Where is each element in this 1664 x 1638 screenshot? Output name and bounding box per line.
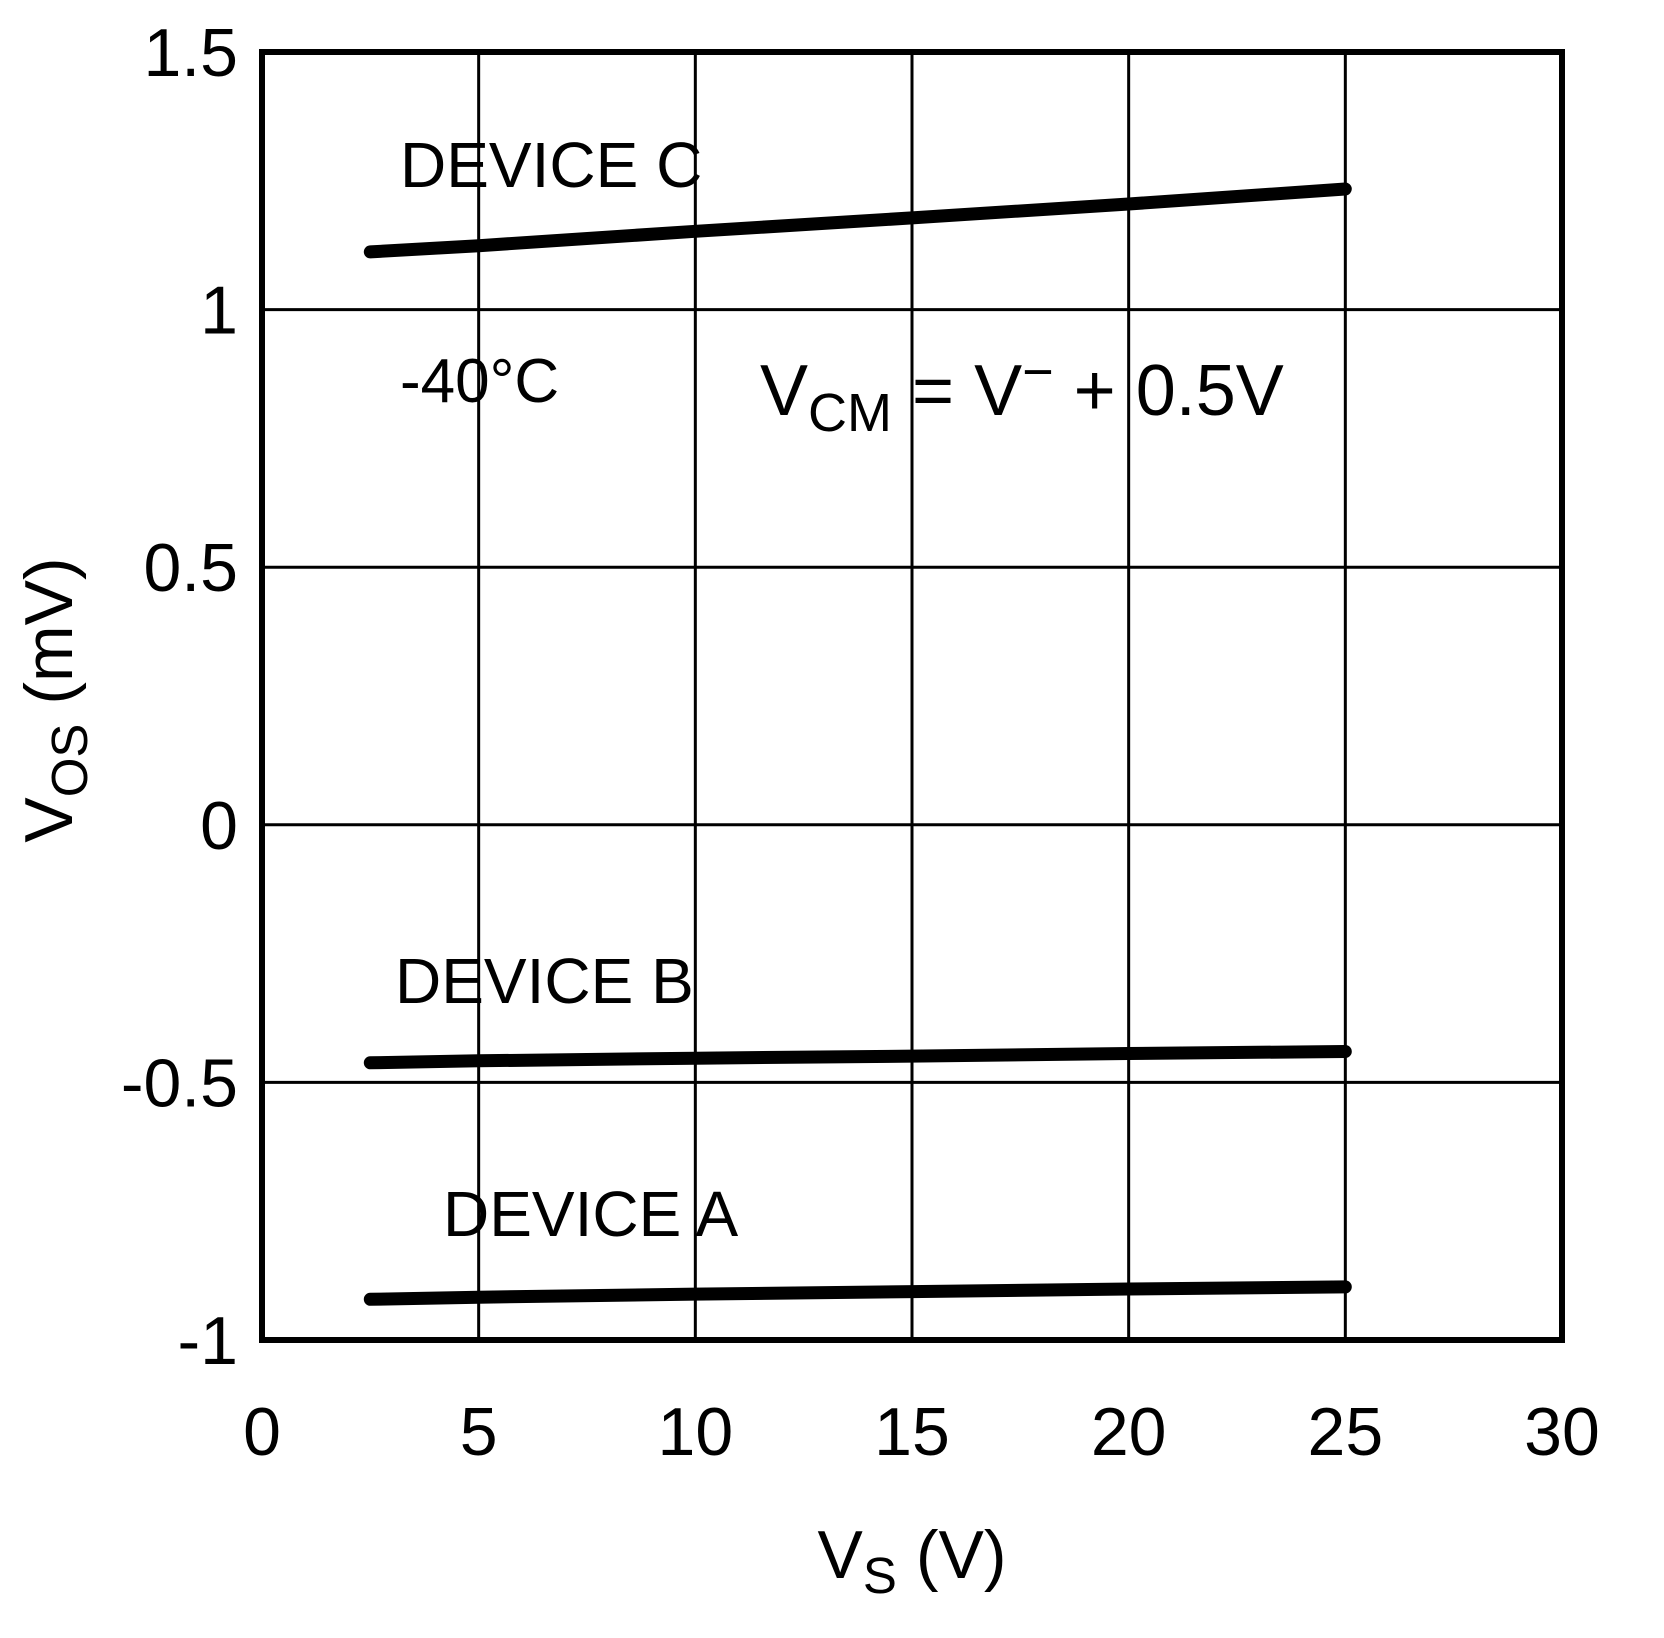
series-label-device-a: DEVICE A xyxy=(443,1178,739,1250)
series-line-device-b xyxy=(363,1045,1352,1070)
x-tick-label-10: 10 xyxy=(658,1394,734,1470)
x-axis-title: VS (V) xyxy=(818,1517,1007,1604)
y-tick-label-0.5: 0.5 xyxy=(143,530,238,606)
x-tick-label-30: 30 xyxy=(1524,1394,1600,1470)
text-part: + 0.5V xyxy=(1054,351,1284,431)
text-part: V xyxy=(818,1517,864,1593)
y-tick-label--0.5: -0.5 xyxy=(121,1045,238,1121)
gridlines xyxy=(262,52,1562,1340)
y-axis-title: VOS (mV) xyxy=(11,557,98,842)
text-part: = V xyxy=(892,351,1022,431)
series-label-device-c: DEVICE C xyxy=(400,129,702,201)
text-part: CM xyxy=(808,383,892,443)
x-tick-label-20: 20 xyxy=(1091,1394,1167,1470)
x-tick-label-25: 25 xyxy=(1308,1394,1384,1470)
plot-frame xyxy=(259,49,1565,1343)
text-part: (mV) xyxy=(11,557,87,723)
y-tick-label-1.5: 1.5 xyxy=(143,15,238,91)
text-part: OS xyxy=(41,724,98,798)
x-tick-label-0: 0 xyxy=(243,1394,281,1470)
series-line-device-c xyxy=(363,182,1352,259)
text-part: V xyxy=(760,351,808,431)
series-label-device-b: DEVICE B xyxy=(395,945,694,1017)
x-tick-label-15: 15 xyxy=(874,1394,950,1470)
text-part: (V) xyxy=(897,1517,1007,1593)
text-part: V xyxy=(11,797,87,843)
series-line-device-a xyxy=(363,1280,1352,1306)
y-tick-label-1: 1 xyxy=(200,273,238,349)
text-part: -40°C xyxy=(400,347,559,416)
annotation-temperature: -40°C xyxy=(400,347,559,416)
y-tick-label-0: 0 xyxy=(200,788,238,864)
y-tick-label--1: -1 xyxy=(178,1303,238,1379)
x-tick-label-5: 5 xyxy=(460,1394,498,1470)
text-part: S xyxy=(863,1547,897,1604)
text-part: − xyxy=(1022,342,1054,402)
annotation-vcm-condition: VCM = V− + 0.5V xyxy=(760,342,1284,443)
